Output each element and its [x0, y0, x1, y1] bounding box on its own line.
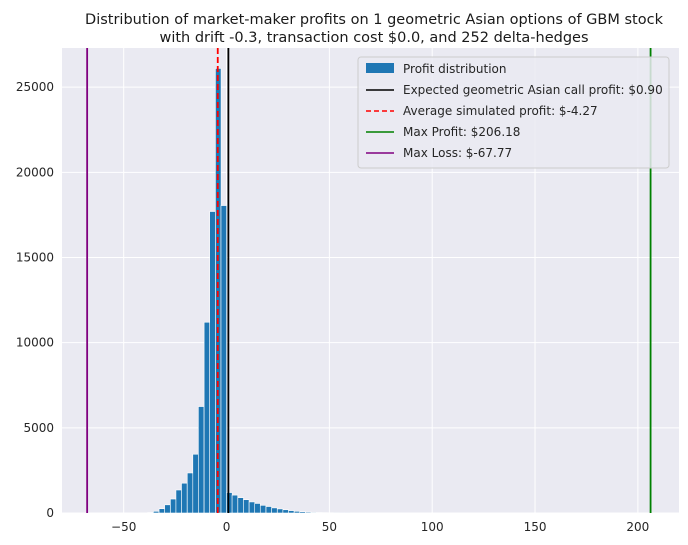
y-tick-label: 0	[46, 506, 54, 520]
chart-title-line-2: with drift -0.3, transaction cost $0.0, …	[159, 30, 588, 46]
legend-label-average-profit: Average simulated profit: $-4.27	[403, 104, 598, 118]
histogram-bar	[181, 482, 188, 514]
legend-label-max-profit: Max Profit: $206.18	[403, 125, 520, 139]
histogram-bar	[237, 497, 244, 514]
histogram-bar	[265, 506, 272, 514]
x-tick-label: −50	[111, 520, 136, 534]
histogram-bar	[254, 503, 261, 514]
histogram-bar	[277, 508, 284, 514]
histogram-bar	[158, 508, 166, 514]
x-axis-ticks: −50 0 50 100 150 200	[111, 520, 649, 534]
histogram-bar	[231, 494, 239, 514]
y-tick-label: 10000	[16, 336, 54, 350]
histogram-bar	[310, 512, 317, 514]
legend-box	[357, 56, 670, 169]
y-tick-label: 15000	[16, 251, 54, 265]
histogram-bar	[248, 501, 256, 514]
histogram-bar	[243, 499, 250, 514]
legend-label-max-loss: Max Loss: $-67.77	[403, 146, 512, 160]
x-tick-label: 200	[626, 520, 649, 534]
x-tick-label: 150	[524, 520, 547, 534]
histogram-bar	[271, 507, 278, 514]
y-axis-ticks: 0 5000 10000 15000 20000 25000	[16, 80, 54, 520]
histogram-bar	[192, 453, 199, 514]
histogram-bar	[220, 205, 227, 514]
histogram-bar	[259, 505, 267, 514]
x-tick-label: 100	[421, 520, 444, 534]
histogram-bar	[299, 511, 306, 514]
x-tick-label: 50	[322, 520, 337, 534]
histogram-bar	[209, 211, 216, 514]
histogram-bar	[316, 512, 323, 514]
legend-swatch-profit-distribution	[366, 63, 394, 73]
histogram-bar	[282, 509, 289, 514]
legend-label-expected-profit: Expected geometric Asian call profit: $0…	[403, 83, 663, 97]
histogram-bar	[305, 511, 312, 514]
histogram-bar	[203, 321, 211, 514]
legend: Profit distribution Expected geometric A…	[357, 56, 670, 169]
histogram-bar	[293, 510, 301, 514]
histogram-bar	[153, 510, 160, 514]
histogram-bar	[164, 504, 171, 514]
chart-title-line-1: Distribution of market-maker profits on …	[85, 12, 664, 28]
y-tick-label: 5000	[23, 421, 54, 435]
histogram-bar	[198, 406, 205, 514]
histogram-bar	[170, 498, 177, 514]
y-tick-label: 20000	[16, 165, 54, 179]
histogram-bar	[147, 512, 154, 514]
legend-label-profit-distribution: Profit distribution	[403, 62, 507, 76]
histogram-bar	[288, 510, 295, 514]
histogram-bar	[226, 492, 233, 514]
histogram-bar	[186, 472, 194, 514]
histogram-bars	[147, 68, 351, 514]
histogram-bar	[175, 489, 182, 514]
x-tick-label: 0	[223, 520, 231, 534]
y-tick-label: 25000	[16, 80, 54, 94]
